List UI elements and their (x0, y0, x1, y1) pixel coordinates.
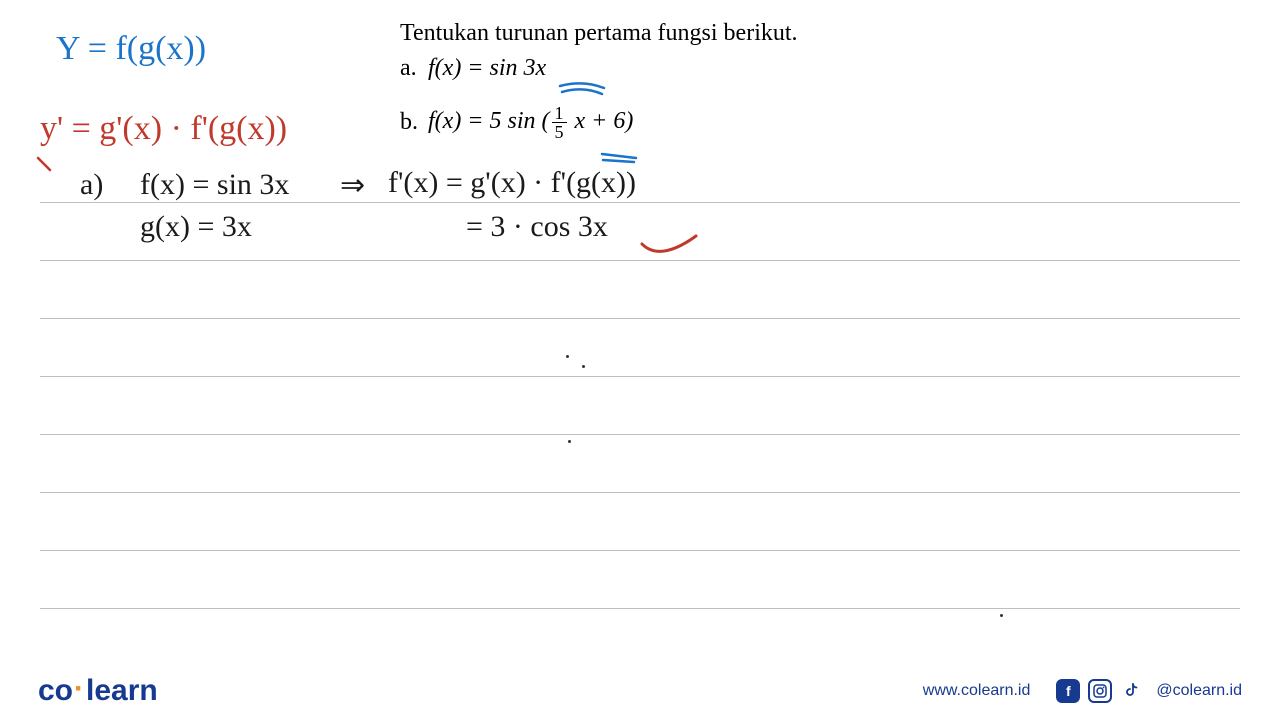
fraction: 15 (552, 104, 567, 141)
frac-den: 5 (552, 123, 567, 141)
rule-line (40, 202, 1240, 203)
rule-line (40, 550, 1240, 551)
item-b-expr: f(x) = 5 sin (15 x + 6) (428, 104, 633, 141)
rule-line (40, 318, 1240, 319)
hw-a-result: = 3 · cos 3x (466, 210, 608, 244)
rule-line (40, 434, 1240, 435)
item-b-prefix: f(x) = 5 sin ( (428, 108, 550, 134)
rule-line (40, 260, 1240, 261)
rule-line (40, 608, 1240, 609)
dot-icon (1000, 614, 1003, 617)
brand-learn: learn (86, 674, 158, 707)
hw-red-chain: y' = g'(x) · f'(g(x)) (40, 110, 287, 148)
problem-title: Tentukan turunan pertama fungsi berikut. (400, 20, 798, 47)
hw-a-arrow: ⇒ (340, 168, 365, 203)
brand-logo: co·learn (38, 674, 158, 708)
social-group: f @colearn.id (1056, 679, 1242, 703)
brand-co: co (38, 674, 73, 707)
dot-icon (582, 365, 585, 368)
hw-a-g: g(x) = 3x (140, 210, 252, 244)
problem-item-b: b. f(x) = 5 sin (15 x + 6) (400, 104, 798, 141)
red-tick-icon (36, 156, 54, 174)
rule-line (40, 376, 1240, 377)
facebook-icon[interactable]: f (1056, 679, 1080, 703)
hw-a-fprime: f'(x) = g'(x) · f'(g(x)) (388, 166, 636, 200)
underline-b-icon (600, 150, 640, 164)
hw-a-f: f(x) = sin 3x (140, 168, 289, 202)
hw-blue-chain: Y = f(g(x)) (56, 30, 206, 68)
item-b-suffix: x + 6) (569, 108, 634, 134)
frac-num: 1 (552, 104, 567, 123)
social-handle[interactable]: @colearn.id (1156, 682, 1242, 700)
instagram-icon[interactable] (1088, 679, 1112, 703)
rule-line (40, 492, 1240, 493)
brand-dot-icon: · (73, 672, 86, 705)
dot-icon (566, 355, 569, 358)
problem-item-a: a. f(x) = sin 3x (400, 55, 798, 82)
hw-a-label: a) (80, 168, 103, 202)
underline-a-icon (558, 82, 608, 96)
item-a-label: a. (400, 55, 428, 82)
page: Tentukan turunan pertama fungsi berikut.… (0, 0, 1280, 720)
tiktok-icon[interactable] (1120, 679, 1144, 703)
item-b-label: b. (400, 109, 428, 136)
footer: co·learn www.colearn.id f @colearn.id (0, 662, 1280, 720)
dot-icon (568, 440, 571, 443)
item-a-expr: f(x) = sin 3x (428, 55, 546, 82)
footer-url[interactable]: www.colearn.id (923, 682, 1031, 700)
